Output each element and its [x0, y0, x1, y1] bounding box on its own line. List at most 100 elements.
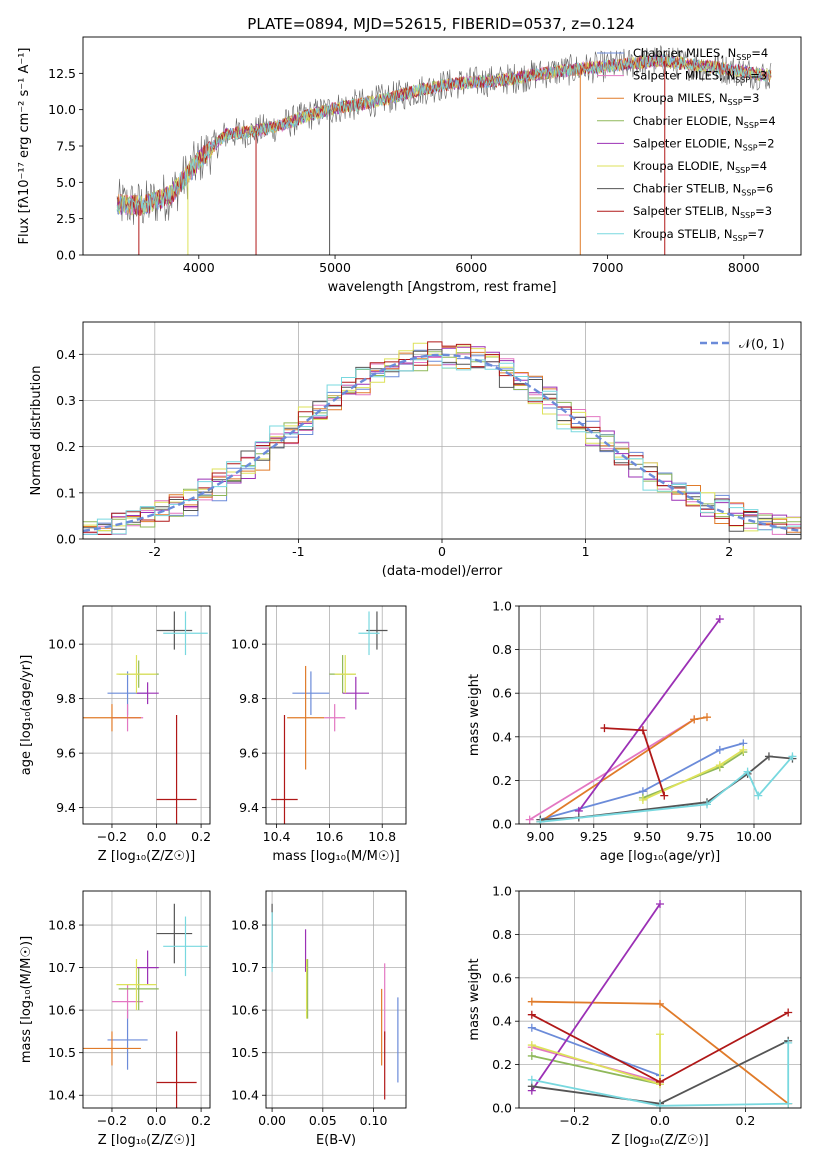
legend-entry: Kroupa ELODIE, NSSP=4	[633, 159, 767, 175]
y-tick-label: 10.6	[231, 1003, 259, 1018]
weight-marker	[743, 767, 752, 776]
axes-frame	[265, 890, 407, 1109]
plot-area	[527, 900, 793, 1108]
weight-marker	[784, 1038, 793, 1047]
plot-area	[525, 615, 797, 824]
x-tick-label: 0.10	[360, 1113, 388, 1128]
legend: Chabrier MILES, NSSP=4 Salpeter MILES, NS…	[597, 46, 776, 243]
y-tick-label: 0.0	[56, 248, 76, 263]
weight-marker	[739, 745, 748, 754]
y-tick-label: 0.4	[492, 1014, 512, 1029]
figure-layer: 4000 5000 6000 7000 80000.02.55.07.510.012.5…	[17, 36, 802, 1148]
weight-marker	[525, 815, 534, 824]
x-tick-label: 6000	[455, 260, 487, 275]
spectrum-line	[116, 53, 772, 214]
normal-curve	[83, 353, 801, 533]
y-tick-label: 0.8	[492, 642, 512, 657]
weight-line	[531, 903, 661, 1092]
weight-marker	[536, 817, 545, 824]
weight-marker	[527, 997, 536, 1006]
y-tick-label: 0.2	[492, 1057, 512, 1072]
y-axis-label: mass weight	[467, 674, 482, 756]
weight-marker	[527, 1041, 536, 1050]
panel-weight_vs_Z: −0.2 0.0 0.2 0.0 0.2 0.4 0.6 0.8 1.0 Z [log₁₀(Z/Z…	[467, 884, 802, 1148]
x-tick-label: −0.2	[97, 1113, 127, 1128]
figure-title: PLATE=0894, MJD=52615, FIBERID=0537, z=0…	[247, 15, 634, 33]
y-axis-label: Flux [fλ10⁻¹⁷ erg cm⁻² s⁻¹ A⁻¹]	[17, 48, 32, 245]
x-axis-label: Z [log₁₀(Z/Z☉)]	[611, 1133, 708, 1148]
weight-marker	[715, 745, 724, 754]
x-tick-label: 5000	[319, 260, 351, 275]
histogram-step	[83, 355, 801, 535]
y-tick-label: 0.2	[492, 773, 512, 788]
axes-frame	[82, 890, 211, 1109]
x-tick-label: 9.50	[633, 829, 661, 844]
x-tick-label: 0.05	[309, 1113, 337, 1128]
x-tick-label: 0.0	[147, 1113, 167, 1128]
weight-line	[578, 618, 721, 812]
y-tick-label: 10.7	[231, 960, 259, 975]
y-tick-label: 1.0	[492, 599, 512, 614]
legend-entry: Salpeter STELIB, NSSP=3	[633, 204, 772, 220]
x-tick-label: 9.25	[580, 829, 608, 844]
panel-weight_vs_age: 9.00 9.25 9.50 9.75 10.00 0.0 0.2 0.4 0.6 0.8 1.0 a…	[467, 599, 802, 864]
y-tick-label: 2.5	[56, 211, 76, 226]
y-axis-label: Normed distribution	[29, 366, 44, 496]
y-tick-label: 10.0	[231, 637, 259, 652]
y-tick-label: 9.8	[239, 691, 259, 706]
y-axis-label: age [log₁₀(age/yr)]	[19, 655, 34, 776]
x-tick-label: 9.00	[526, 829, 554, 844]
weight-marker	[656, 1077, 664, 1086]
x-tick-label: 7000	[592, 260, 624, 275]
y-tick-label: 10.4	[231, 1088, 259, 1103]
y-tick-label: 10.6	[48, 1003, 76, 1018]
weight-marker	[660, 791, 669, 800]
x-tick-label: −0.2	[559, 1113, 589, 1128]
x-axis-label: Z [log₁₀(Z/Z☉)]	[98, 1133, 195, 1148]
weight-line	[531, 1055, 661, 1085]
y-axis-label: mass [log₁₀(M/M☉)]	[19, 936, 34, 1063]
x-axis-label: E(B-V)	[316, 1133, 356, 1148]
weight-marker	[703, 713, 711, 722]
x-tick-label: 8000	[728, 260, 760, 275]
y-tick-label: 0.6	[492, 686, 512, 701]
axes-frame	[82, 36, 802, 256]
plot-area	[271, 903, 399, 1100]
y-tick-label: 9.6	[239, 746, 259, 761]
weight-marker	[656, 1030, 664, 1039]
weight-marker	[690, 715, 699, 724]
panel-age_vs_mass: 10.4 10.6 10.8 9.4 9.6 9.8 10.0 mass [log₁₀(M/M…	[231, 605, 407, 864]
weight-marker	[764, 752, 773, 761]
weight-marker	[656, 900, 664, 909]
x-tick-label: -2	[149, 544, 161, 559]
weight-marker	[638, 726, 647, 735]
weight-marker	[715, 761, 724, 770]
axes-frame	[518, 890, 802, 1109]
plot-area	[271, 611, 388, 824]
x-tick-label: −0.2	[97, 829, 127, 844]
weight-marker	[527, 1010, 536, 1019]
x-tick-label: 9.75	[687, 829, 715, 844]
axes-frame	[82, 605, 211, 825]
y-tick-label: 9.8	[56, 691, 76, 706]
x-tick-label: 1	[582, 544, 590, 559]
x-tick-label: 10.8	[368, 829, 396, 844]
y-tick-label: 0.1	[56, 485, 76, 500]
weight-marker	[527, 1023, 536, 1032]
x-tick-label: 0.2	[736, 1113, 756, 1128]
y-tick-label: 10.7	[48, 960, 76, 975]
x-axis-label: mass [log₁₀(M/M☉)]	[272, 849, 399, 864]
weight-marker	[527, 1075, 536, 1084]
panel-mass_vs_ebv: 0.00 0.05 0.10 10.4 10.5 10.6 10.7 10.8 E(B-V)	[231, 890, 407, 1148]
weight-marker	[656, 999, 664, 1008]
y-tick-label: 0.6	[492, 970, 512, 985]
x-axis-label: Z [log₁₀(Z/Z☉)]	[98, 849, 195, 864]
x-axis-label: (data-model)/error	[382, 564, 503, 579]
weight-marker	[784, 1008, 793, 1017]
y-tick-label: 9.4	[239, 800, 259, 815]
x-tick-label: 0.2	[191, 829, 211, 844]
y-tick-label: 0.4	[492, 729, 512, 744]
y-tick-label: 0.0	[56, 532, 76, 547]
legend-entry: Kroupa MILES, NSSP=3	[633, 91, 759, 107]
